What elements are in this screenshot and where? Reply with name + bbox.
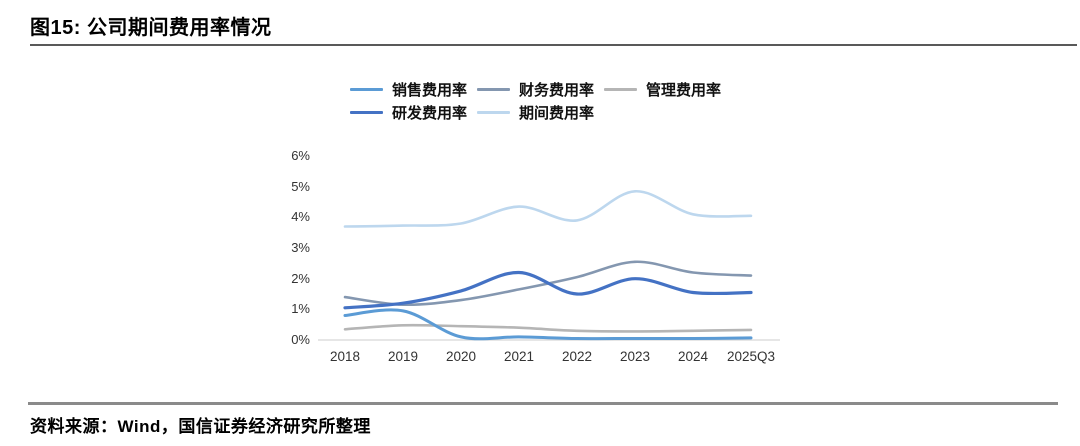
x-tick-label: 2022 <box>561 349 593 364</box>
y-tick-label: 2% <box>291 270 310 286</box>
x-tick-label: 2021 <box>503 349 535 364</box>
legend-item-3: 研发费用率 <box>350 102 467 123</box>
legend-label: 研发费用率 <box>392 105 468 122</box>
legend-line-marker <box>477 111 511 114</box>
y-tick-label: 6% <box>291 147 310 163</box>
legend-item-2: 管理费用率 <box>604 79 721 100</box>
legend-line-marker <box>350 88 383 91</box>
legend-item-1: 财务费用率 <box>477 79 594 100</box>
legend-label: 期间费用率 <box>519 105 595 122</box>
legend-line-marker <box>350 111 383 114</box>
series-line-2 <box>343 323 753 333</box>
legend-label: 管理费用率 <box>646 82 722 99</box>
source-note: 资料来源：Wind，国信证券经济研究所整理 <box>30 417 371 436</box>
x-tick-label: 2024 <box>677 349 709 364</box>
series-line-4 <box>343 189 753 228</box>
legend-label: 销售费用率 <box>392 82 468 99</box>
x-tick-label: 2019 <box>387 349 419 364</box>
x-tick-label: 2020 <box>445 349 477 364</box>
y-tick-label: 0% <box>291 332 310 347</box>
legend-line-marker <box>477 88 511 91</box>
legend-line-marker <box>604 88 638 91</box>
series-line-3 <box>343 270 753 310</box>
x-tick-label: 2018 <box>329 349 361 364</box>
x-tick-label: 2023 <box>619 349 651 364</box>
chart-legend: 销售费用率 财务费用率 管理费用率研发费用率 期间费用率 <box>350 78 780 124</box>
y-tick-label: 5% <box>291 178 310 194</box>
legend-item-0: 销售费用率 <box>350 79 467 100</box>
y-tick-label: 1% <box>291 301 310 317</box>
y-tick-label: 3% <box>291 239 310 255</box>
legend-row: 研发费用率 期间费用率 <box>350 101 780 124</box>
bottom-divider <box>28 402 1058 405</box>
legend-row: 销售费用率 财务费用率 管理费用率 <box>350 78 780 101</box>
legend-label: 财务费用率 <box>519 82 595 99</box>
y-tick-label: 4% <box>291 209 310 225</box>
legend-item-4: 期间费用率 <box>477 102 594 123</box>
x-tick-label: 2025Q3 <box>726 349 776 364</box>
top-divider <box>30 44 1077 46</box>
plot-area <box>318 189 780 341</box>
figure-title: 图15: 公司期间费用率情况 <box>30 17 272 39</box>
series-line-0 <box>343 308 753 341</box>
